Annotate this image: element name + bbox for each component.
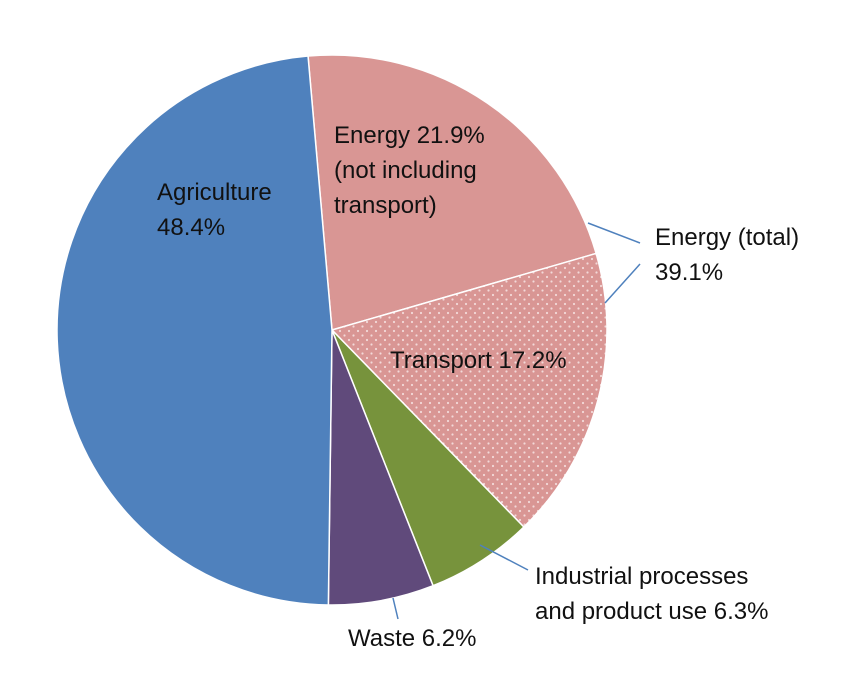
slice-label-2-line-1: and product use 6.3% (535, 598, 769, 625)
slice-label-4-line-1: 48.4% (157, 214, 225, 241)
slice-label-0-line-2: transport) (334, 192, 437, 219)
leader-lines (392, 222, 641, 620)
slice-label-0-line-0: Energy 21.9% (334, 122, 485, 149)
slice-label-4-line-0: Agriculture (157, 179, 272, 206)
pie-slice-0 (307, 54, 598, 331)
annotation-leader-line-1 (604, 263, 641, 304)
leader-line-2 (479, 544, 529, 571)
annotation-leader-line-0 (587, 222, 641, 244)
slice-label-1-line-0: Transport 17.2% (390, 347, 567, 374)
annotation-label-line-0: Energy (total) (655, 224, 799, 251)
slice-label-0-line-1: (not including (334, 157, 477, 184)
slice-label-2-line-0: Industrial processes (535, 563, 748, 590)
pie-slice-1 (330, 252, 608, 529)
pie-slice-4 (56, 55, 333, 606)
leader-line-3 (392, 597, 399, 620)
slice-label-3-line-0: Waste 6.2% (348, 625, 477, 652)
pie-slices (56, 54, 608, 606)
slice-labels: Energy 21.9% (not including transport) Tran… (157, 122, 799, 652)
annotation-label-line-1: 39.1% (655, 259, 723, 286)
